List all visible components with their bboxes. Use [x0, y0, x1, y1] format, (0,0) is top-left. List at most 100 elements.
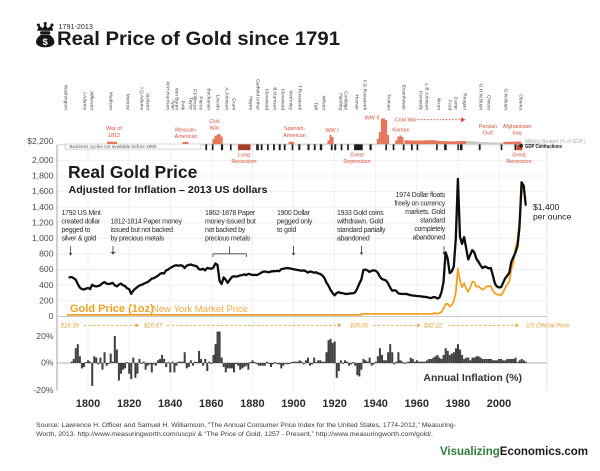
svg-text:Garfield Arthur: Garfield Arthur — [255, 79, 261, 110]
svg-text:War of: War of — [106, 126, 122, 132]
svg-text:B.Harrison: B.Harrison — [272, 87, 278, 110]
svg-text:600: 600 — [39, 264, 54, 274]
svg-text:GDP Contractions: GDP Contractions — [525, 144, 562, 150]
svg-text:Tyler: Tyler — [170, 100, 176, 111]
svg-text:1,800: 1,800 — [32, 171, 54, 181]
svg-text:Jackson: Jackson — [145, 92, 151, 110]
svg-text:0%: 0% — [41, 358, 54, 368]
svg-text:Nixon: Nixon — [436, 98, 442, 111]
svg-text:Kennedy: Kennedy — [418, 91, 424, 111]
svg-text:pegged to: pegged to — [62, 227, 91, 234]
svg-text:McKinley: McKinley — [288, 91, 294, 111]
svg-text:$42.22: $42.22 — [423, 324, 443, 330]
svg-text:War: War — [210, 126, 220, 132]
svg-text:Reagan: Reagan — [462, 93, 468, 110]
svg-text:Recession: Recession — [506, 159, 531, 165]
svg-text:Worth, 2013. http://www.measur: Worth, 2013. http://www.measuringworth.c… — [36, 431, 433, 438]
svg-text:1880: 1880 — [240, 398, 264, 410]
svg-text:1860: 1860 — [199, 398, 223, 410]
svg-text:Clinton: Clinton — [486, 95, 492, 110]
svg-text:$35.00: $35.00 — [349, 324, 369, 330]
svg-text:Depression: Depression — [343, 159, 370, 165]
svg-text:J.Adams: J.Adams — [82, 91, 88, 110]
svg-text:WW II: WW II — [365, 116, 380, 122]
svg-text:$20.67: $20.67 — [143, 324, 163, 330]
svg-text:1920: 1920 — [322, 398, 346, 410]
svg-text:Lincoln: Lincoln — [215, 95, 221, 111]
svg-text:1900: 1900 — [281, 398, 305, 410]
svg-text:silver & gold: silver & gold — [62, 236, 97, 243]
svg-text:Gold Price (1oz): Gold Price (1oz) — [70, 303, 154, 315]
svg-text:Korean: Korean — [392, 128, 409, 134]
svg-text:US Official Price: US Official Price — [526, 324, 570, 330]
svg-text:money issued but: money issued but — [205, 219, 256, 226]
svg-text:200: 200 — [39, 295, 54, 305]
svg-text:Military Budget (% of GDP): Military Budget (% of GDP) — [525, 139, 585, 145]
svg-text:Truman: Truman — [386, 94, 392, 111]
svg-text:1812-1814 Paper money: 1812-1814 Paper money — [111, 219, 183, 226]
svg-text:Pierce: Pierce — [198, 96, 204, 110]
svg-text:Spanish-: Spanish- — [284, 126, 305, 132]
svg-text:$: $ — [43, 37, 49, 48]
svg-text:A.Johnson: A.Johnson — [224, 87, 230, 110]
svg-text:1940: 1940 — [363, 398, 387, 410]
svg-text:to gold: to gold — [277, 227, 296, 234]
svg-text:Taft: Taft — [313, 102, 319, 110]
svg-text:pegged only: pegged only — [277, 219, 313, 226]
svg-text:J.Q.Adams: J.Q.Adams — [139, 86, 145, 110]
svg-text:Real Gold Price: Real Gold Price — [68, 162, 198, 182]
svg-text:Obama: Obama — [518, 94, 524, 110]
svg-text:Wilson: Wilson — [321, 96, 327, 111]
svg-text:$19.39: $19.39 — [60, 324, 80, 330]
svg-text:$1,400: $1,400 — [533, 202, 560, 212]
svg-text:Cleveland: Cleveland — [280, 89, 286, 111]
svg-text:1974 Dollar floats: 1974 Dollar floats — [396, 192, 446, 199]
svg-text:1980: 1980 — [446, 398, 470, 410]
svg-text:Eisenhower: Eisenhower — [401, 85, 407, 110]
svg-text:1,000: 1,000 — [32, 233, 54, 243]
svg-text:G.W.Bush: G.W.Bush — [503, 88, 509, 110]
svg-text:completely: completely — [414, 226, 445, 233]
svg-text:markets. Gold: markets. Gold — [405, 209, 445, 216]
svg-text:T.Roosevelt: T.Roosevelt — [297, 85, 303, 111]
svg-text:Iraq: Iraq — [512, 131, 521, 137]
svg-text:Cold War: Cold War — [395, 118, 417, 124]
svg-text:Coolidge: Coolidge — [343, 91, 349, 110]
svg-text:F.Fillmore: F.Fillmore — [192, 89, 198, 110]
svg-text:withdrawn. Gold: withdrawn. Gold — [336, 219, 383, 226]
svg-text:New York Market Price: New York Market Price — [152, 304, 248, 315]
svg-text:1933 Gold coins: 1933 Gold coins — [337, 210, 384, 217]
svg-text:Recession: Recession — [231, 159, 256, 165]
svg-text:Van Buren: Van Buren — [174, 88, 180, 111]
svg-text:Great: Great — [350, 153, 364, 159]
svg-text:Afghanistan: Afghanistan — [503, 124, 531, 130]
svg-text:per ounce: per ounce — [533, 212, 571, 222]
svg-text:Monroe: Monroe — [125, 94, 131, 111]
svg-text:1792 US Mint: 1792 US Mint — [62, 210, 101, 217]
svg-text:Washington: Washington — [63, 85, 69, 110]
svg-text:Polk: Polk — [180, 101, 186, 111]
svg-text:Jefferson: Jefferson — [89, 90, 95, 110]
svg-text:2000: 2000 — [487, 398, 511, 410]
svg-text:F.D.Roosevelt: F.D.Roosevelt — [362, 80, 368, 111]
svg-text:abandoned: abandoned — [412, 235, 445, 242]
svg-text:L.B.Johnson: L.B.Johnson — [424, 83, 430, 110]
svg-text:W.H.Harrison: W.H.Harrison — [165, 81, 171, 110]
svg-text:$2,200: $2,200 — [27, 136, 54, 146]
svg-text:Carter: Carter — [453, 97, 459, 111]
svg-text:not backed by: not backed by — [205, 227, 246, 234]
svg-text:American: American — [175, 134, 198, 140]
svg-text:freely on currency: freely on currency — [394, 201, 445, 208]
svg-text:Civil: Civil — [209, 119, 219, 125]
svg-text:1,600: 1,600 — [32, 186, 54, 196]
svg-text:Madison: Madison — [108, 92, 114, 110]
svg-text:0: 0 — [49, 311, 54, 321]
svg-text:Business cycles not available: Business cycles not available before 185… — [70, 144, 158, 149]
svg-text:1900 Dollar: 1900 Dollar — [277, 210, 311, 217]
svg-text:Persian: Persian — [479, 124, 497, 130]
svg-text:WW I: WW I — [325, 128, 338, 134]
svg-text:Hoover: Hoover — [354, 95, 360, 111]
svg-text:Source: Lawrence H. Officer an: Source: Lawrence H. Officer and Samuel H… — [36, 422, 456, 429]
svg-text:1862-1878 Paper: 1862-1878 Paper — [205, 210, 256, 217]
svg-text:Buchanan: Buchanan — [206, 88, 212, 110]
